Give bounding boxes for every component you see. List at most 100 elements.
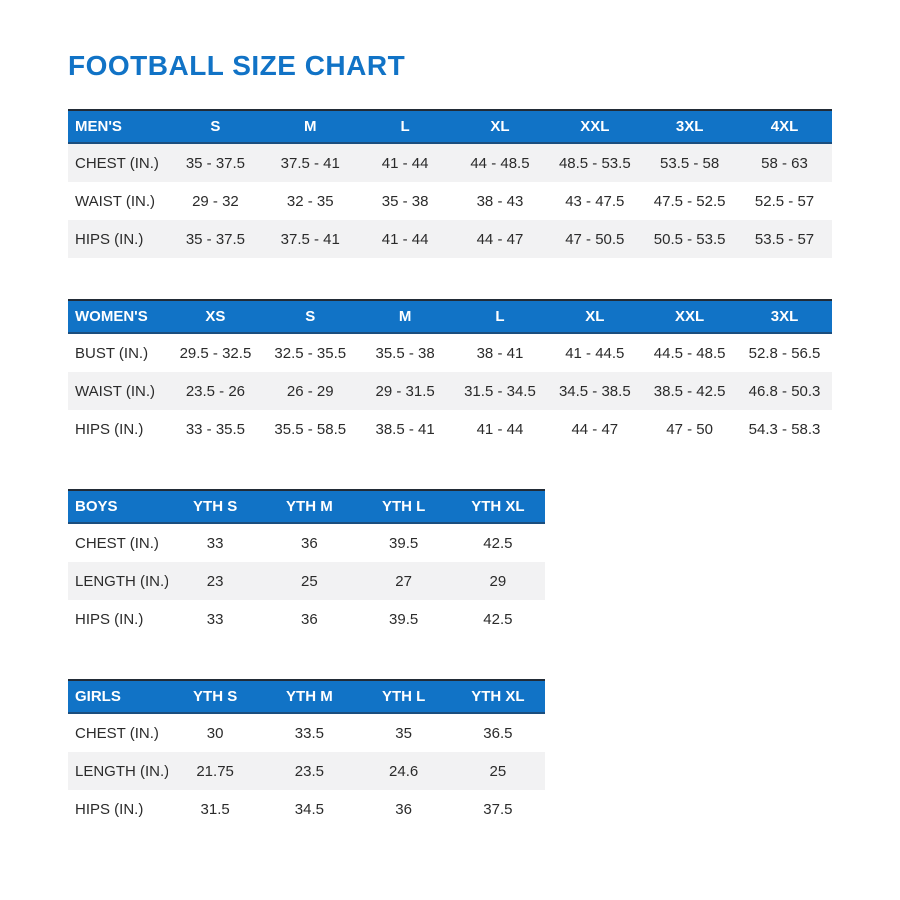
table-row: CHEST (IN.) 33 36 39.5 42.5	[68, 523, 545, 562]
row-label: HIPS (IN.)	[75, 800, 144, 818]
row-label: LENGTH (IN.)	[75, 762, 168, 780]
value-cell: 44.5 - 48.5	[653, 344, 726, 362]
girls-size-table: GIRLS YTH S YTH M YTH L YTH XL CHEST (IN…	[68, 679, 545, 828]
womens-header-row: WOMEN'S XS S M L XL XXL 3XL	[68, 299, 832, 334]
value-cell: 42.5	[483, 610, 513, 628]
value-cell: 35	[395, 724, 412, 742]
value-cell: 46.8 - 50.3	[748, 382, 821, 400]
value-cell: 33	[206, 534, 224, 552]
size-header-cell: YTH XL	[450, 489, 545, 524]
size-header-cell: YTH S	[168, 679, 263, 714]
value-cell: 29	[489, 572, 507, 590]
size-header-cell: YTH XL	[450, 679, 545, 714]
size-header-cell: XS	[168, 299, 263, 334]
size-header-cell: 3XL	[642, 109, 738, 144]
table-row: CHEST (IN.) 35 - 37.5 37.5 - 41 41 - 44 …	[68, 143, 832, 182]
row-label: CHEST (IN.)	[75, 534, 159, 552]
table-row: HIPS (IN.) 33 - 35.5 35.5 - 58.5 38.5 - …	[68, 410, 832, 448]
value-cell: 39.5	[389, 610, 419, 628]
value-cell: 41 - 44	[476, 420, 524, 438]
size-header-cell: XL	[547, 299, 643, 334]
size-header-cell: YTH L	[356, 679, 451, 714]
value-cell: 29.5 - 32.5	[179, 344, 252, 362]
value-cell: 23.5	[294, 762, 324, 780]
table-row: HIPS (IN.) 33 36 39.5 42.5	[68, 600, 545, 638]
boys-header-row: BOYS YTH S YTH M YTH L YTH XL	[68, 489, 545, 524]
value-cell: 50.5 - 53.5	[653, 230, 726, 248]
boys-table-title: BOYS	[68, 489, 168, 524]
value-cell: 53.5 - 57	[754, 230, 815, 248]
size-header-cell: 3XL	[737, 299, 832, 334]
size-header-cell: L	[452, 299, 548, 334]
table-row: LENGTH (IN.) 23 25 27 29	[68, 562, 545, 600]
mens-table-title: MEN'S	[68, 109, 168, 144]
value-cell: 31.5 - 34.5	[464, 382, 536, 400]
value-cell: 23	[206, 572, 224, 590]
mens-header-row: MEN'S S M L XL XXL 3XL 4XL	[68, 109, 832, 144]
row-label: HIPS (IN.)	[75, 610, 144, 628]
value-cell: 42.5	[483, 534, 513, 552]
value-cell: 24.6	[389, 762, 419, 780]
row-label: CHEST (IN.)	[75, 724, 159, 742]
value-cell: 33	[206, 610, 224, 628]
value-cell: 29 - 31.5	[375, 382, 435, 400]
womens-size-table: WOMEN'S XS S M L XL XXL 3XL BUST (IN.) 2…	[68, 299, 832, 448]
value-cell: 35 - 38	[381, 192, 429, 210]
value-cell: 33.5	[294, 724, 324, 742]
value-cell: 36	[301, 534, 318, 552]
row-label: WAIST (IN.)	[75, 192, 155, 210]
value-cell: 44 - 47	[571, 420, 619, 438]
value-cell: 37.5	[483, 800, 513, 818]
value-cell: 34.5 - 38.5	[558, 382, 631, 400]
table-row: BUST (IN.) 29.5 - 32.5 32.5 - 35.5 35.5 …	[68, 333, 832, 372]
value-cell: 35 - 37.5	[185, 154, 246, 172]
row-label: WAIST (IN.)	[75, 382, 155, 400]
value-cell: 37.5 - 41	[280, 230, 340, 248]
womens-table-title: WOMEN'S	[68, 299, 168, 334]
table-row: WAIST (IN.) 23.5 - 26 26 - 29 29 - 31.5 …	[68, 372, 832, 410]
boys-size-table: BOYS YTH S YTH M YTH L YTH XL CHEST (IN.…	[68, 489, 545, 638]
value-cell: 32 - 35	[286, 192, 334, 210]
value-cell: 43 - 47.5	[565, 192, 625, 210]
value-cell: 48.5 - 53.5	[558, 154, 631, 172]
size-header-cell: M	[357, 299, 453, 334]
table-row: HIPS (IN.) 35 - 37.5 37.5 - 41 41 - 44 4…	[68, 220, 832, 258]
value-cell: 39.5	[389, 534, 419, 552]
table-row: HIPS (IN.) 31.5 34.5 36 37.5	[68, 790, 545, 828]
value-cell: 33 - 35.5	[185, 420, 246, 438]
row-label: BUST (IN.)	[75, 344, 149, 362]
value-cell: 36	[395, 800, 412, 818]
value-cell: 35.5 - 58.5	[274, 420, 347, 438]
value-cell: 47.5 - 52.5	[653, 192, 726, 210]
value-cell: 58 - 63	[761, 154, 808, 172]
size-header-cell: YTH S	[168, 489, 263, 524]
value-cell: 27	[395, 572, 412, 590]
value-cell: 36	[301, 610, 318, 628]
value-cell: 29 - 32	[192, 192, 239, 210]
size-header-cell: 4XL	[737, 109, 832, 144]
size-header-cell: L	[357, 109, 453, 144]
row-label: CHEST (IN.)	[75, 154, 159, 172]
value-cell: 35 - 37.5	[185, 230, 246, 248]
size-header-cell: XL	[452, 109, 548, 144]
value-cell: 26 - 29	[286, 382, 334, 400]
size-header-cell: YTH M	[262, 679, 357, 714]
value-cell: 47 - 50.5	[565, 230, 625, 248]
size-header-cell: YTH M	[262, 489, 357, 524]
value-cell: 54.3 - 58.3	[748, 420, 821, 438]
size-header-cell: S	[168, 109, 263, 144]
value-cell: 44 - 48.5	[470, 154, 530, 172]
girls-table-title: GIRLS	[68, 679, 168, 714]
size-header-cell: YTH L	[356, 489, 451, 524]
girls-header-row: GIRLS YTH S YTH M YTH L YTH XL	[68, 679, 545, 714]
value-cell: 44 - 47	[476, 230, 524, 248]
table-row: WAIST (IN.) 29 - 32 32 - 35 35 - 38 38 -…	[68, 182, 832, 220]
value-cell: 31.5	[200, 800, 230, 818]
row-label: HIPS (IN.)	[75, 420, 144, 438]
value-cell: 34.5	[294, 800, 324, 818]
value-cell: 52.5 - 57	[754, 192, 815, 210]
row-label: HIPS (IN.)	[75, 230, 144, 248]
size-header-cell: XXL	[547, 109, 643, 144]
table-row: CHEST (IN.) 30 33.5 35 36.5	[68, 713, 545, 752]
